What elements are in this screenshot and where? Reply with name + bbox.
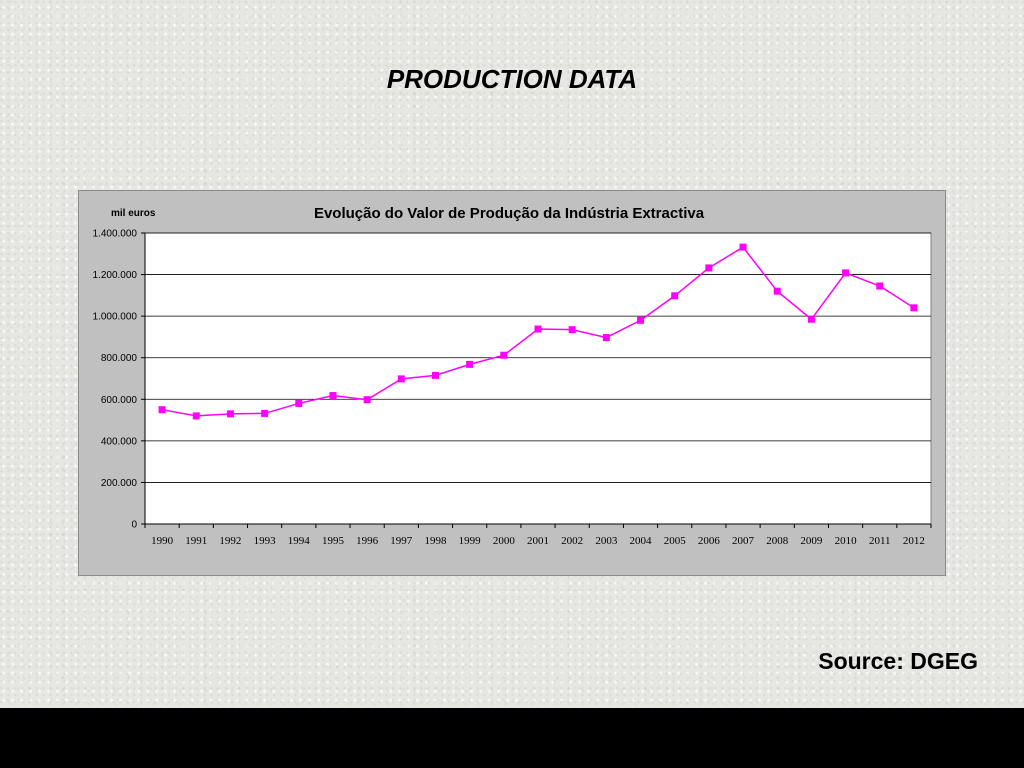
- x-axis-ticks: 1990 1991 1992 1993 1994 1995 1996 1997 1998 1999…: [145, 524, 931, 547]
- x-tick-label: 1995: [322, 535, 345, 547]
- data-point: [740, 244, 747, 251]
- x-tick-label: 2006: [698, 535, 721, 547]
- chart-frame: mil euros Evolução do Valor de Produção …: [78, 190, 946, 576]
- x-tick-label: 2004: [630, 535, 653, 547]
- data-point: [910, 304, 917, 311]
- x-tick-label: 1998: [424, 535, 447, 547]
- data-point: [603, 334, 610, 341]
- data-point: [159, 406, 166, 413]
- y-tick-label: 800.000: [101, 353, 138, 364]
- data-point: [569, 326, 576, 333]
- data-point: [535, 326, 542, 333]
- x-tick-label: 1997: [390, 535, 413, 547]
- data-point: [193, 412, 200, 419]
- plot-area: [145, 233, 931, 524]
- x-tick-label: 1991: [185, 535, 207, 547]
- x-tick-label: 2005: [664, 535, 687, 547]
- x-tick-label: 2010: [835, 535, 858, 547]
- x-tick-label: 2000: [493, 535, 515, 547]
- x-tick-label: 2007: [732, 535, 755, 547]
- y-axis-unit-label: mil euros: [111, 208, 156, 219]
- x-tick-label: 1999: [459, 535, 482, 547]
- y-axis-ticks: 0 200.000 400.000 600.000 800.000 1.000.000 1.…: [93, 229, 146, 531]
- data-point: [876, 283, 883, 290]
- bottom-bar: [0, 708, 1024, 768]
- x-tick-label: 2011: [869, 535, 891, 547]
- data-point: [500, 352, 507, 359]
- x-tick-label: 1994: [288, 535, 311, 547]
- data-point: [774, 288, 781, 295]
- y-tick-label: 200.000: [101, 478, 138, 489]
- data-point: [705, 264, 712, 271]
- data-point: [842, 269, 849, 276]
- x-tick-label: 2009: [800, 535, 823, 547]
- y-tick-label: 1.200.000: [93, 270, 138, 281]
- data-point: [261, 410, 268, 417]
- y-tick-label: 1.400.000: [93, 229, 138, 240]
- data-point: [329, 392, 336, 399]
- data-point: [808, 316, 815, 323]
- line-chart: mil euros Evolução do Valor de Produção …: [79, 191, 945, 575]
- data-point: [637, 317, 644, 324]
- x-tick-label: 2002: [561, 535, 583, 547]
- x-tick-label: 1992: [219, 535, 241, 547]
- x-tick-label: 2001: [527, 535, 549, 547]
- x-tick-label: 2008: [766, 535, 789, 547]
- chart-title: Evolução do Valor de Produção da Indústr…: [314, 205, 705, 222]
- x-tick-label: 1996: [356, 535, 379, 547]
- data-point: [671, 292, 678, 299]
- y-tick-label: 0: [131, 520, 137, 531]
- x-tick-label: 2012: [903, 535, 925, 547]
- x-tick-label: 1990: [151, 535, 174, 547]
- y-tick-label: 1.000.000: [93, 312, 138, 323]
- data-point: [295, 400, 302, 407]
- source-label: Source: DGEG: [818, 648, 978, 675]
- data-point: [398, 375, 405, 382]
- data-point: [432, 372, 439, 379]
- x-tick-label: 1993: [254, 535, 277, 547]
- data-point: [466, 361, 473, 368]
- y-tick-label: 400.000: [101, 436, 138, 447]
- x-tick-label: 2003: [595, 535, 618, 547]
- y-tick-label: 600.000: [101, 395, 138, 406]
- data-point: [227, 410, 234, 417]
- slide-title: PRODUCTION DATA: [0, 64, 1024, 95]
- data-point: [364, 396, 371, 403]
